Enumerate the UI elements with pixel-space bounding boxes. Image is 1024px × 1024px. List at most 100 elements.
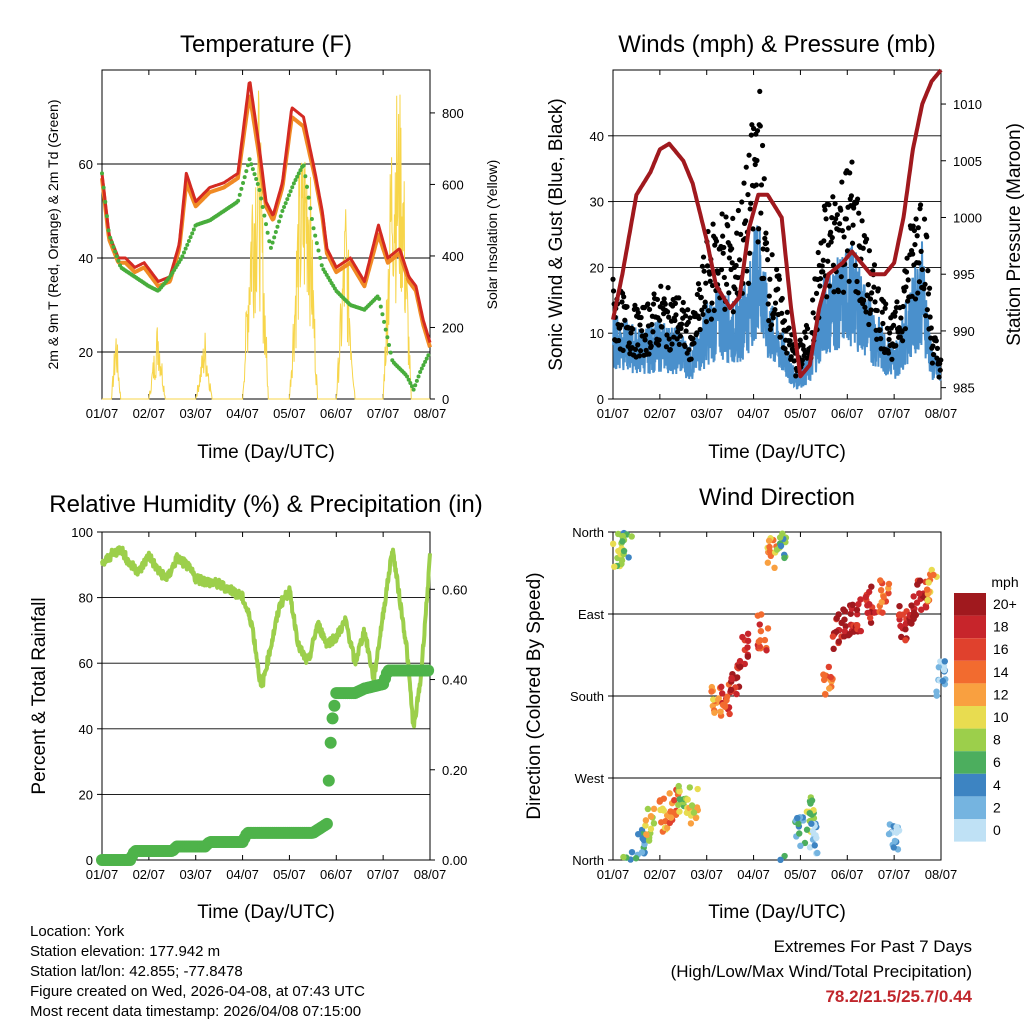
gust-point	[672, 300, 679, 306]
gust-point	[648, 343, 654, 349]
x-axis-label: Time (Day/UTC)	[197, 902, 335, 923]
direction-point	[781, 852, 788, 860]
x-tick-label: 03/07	[179, 406, 212, 421]
extremes-box: Extremes For Past 7 Days (High/Low/Max W…	[671, 934, 972, 1009]
y2-tick-label: 400	[442, 249, 464, 264]
direction-point	[765, 537, 773, 544]
gust-point	[854, 278, 860, 285]
gust-point	[760, 246, 766, 252]
direction-point	[935, 663, 943, 671]
y2-tick-label: 985	[953, 381, 975, 396]
gust-point	[765, 257, 771, 263]
gust-point	[831, 220, 838, 226]
direction-point	[916, 577, 924, 584]
gust-point	[766, 293, 772, 299]
x-tick-label: 05/07	[273, 867, 306, 882]
gust-point	[657, 317, 663, 323]
direction-point	[897, 622, 904, 630]
gust-point	[709, 300, 715, 306]
y-tick-label: 10	[590, 326, 604, 341]
dewpoint-point	[291, 181, 296, 186]
colorbar-level-label: 4	[993, 777, 1001, 793]
gust-point	[776, 276, 783, 282]
gust-point	[650, 301, 657, 307]
dewpoint-point	[255, 181, 260, 186]
station-info: Location: York Station elevation: 177.94…	[30, 922, 365, 1022]
direction-point	[808, 797, 816, 804]
gust-point	[923, 313, 929, 319]
dewpoint-point	[180, 254, 185, 259]
gust-point	[914, 233, 920, 239]
chart-panel-4: Wind Direction Time (Day/UTC) 01/07 02/07 03…	[524, 484, 1019, 923]
x-tick-label: 08/07	[925, 867, 958, 882]
gust-point	[898, 315, 904, 321]
dewpoint-point	[103, 199, 108, 204]
gust-point	[819, 263, 825, 269]
x-tick-label: 04/07	[226, 406, 259, 421]
x-axis-label: Time (Day/UTC)	[708, 902, 846, 923]
direction-point	[781, 554, 788, 562]
colorbar-swatch	[954, 615, 986, 639]
gust-point	[832, 201, 838, 207]
dewpoint-point	[314, 241, 319, 246]
direction-point	[910, 615, 917, 623]
dewpoint-point	[378, 304, 383, 309]
direction-point	[867, 619, 875, 626]
figure-created: Figure created on Wed, 2026-04-08, at 07…	[30, 983, 365, 1000]
gust-point	[710, 221, 716, 227]
dewpoint-point	[178, 257, 183, 262]
y2-tick-label: 0	[442, 392, 449, 407]
colorbar-level-label: 0	[993, 822, 1001, 838]
direction-point	[719, 690, 726, 697]
gust-point	[854, 196, 861, 202]
direction-point	[667, 814, 675, 821]
y-tick-label: 20	[590, 260, 604, 275]
gust-point	[928, 325, 934, 331]
x-tick-label: 06/07	[831, 867, 864, 882]
gust-point	[828, 229, 834, 235]
dewpoint-point	[190, 231, 195, 236]
dewpoint-point	[264, 222, 268, 227]
gust-point	[745, 280, 752, 286]
gust-point	[810, 297, 816, 303]
gust-point	[866, 248, 873, 254]
colorbar-swatch	[954, 728, 986, 752]
station-elevation: Station elevation: 177.942 m	[30, 943, 221, 960]
dewpoint-point	[426, 353, 431, 358]
direction-point	[684, 796, 691, 803]
x-tick-label: 01/07	[86, 406, 119, 421]
gust-point	[711, 307, 717, 314]
gust-point	[930, 351, 937, 358]
direction-point	[715, 696, 722, 703]
gust-point	[829, 235, 835, 241]
gust-point	[721, 244, 727, 251]
colorbar-level-label: 14	[993, 664, 1009, 680]
gust-point	[905, 298, 911, 304]
direction-point	[830, 645, 837, 653]
direction-point	[853, 606, 861, 614]
direction-point	[877, 586, 885, 594]
x-tick-label: 05/07	[784, 867, 817, 882]
direction-point	[813, 834, 820, 842]
gust-point	[844, 248, 851, 254]
y-tick-label: North	[572, 525, 604, 540]
direction-point	[940, 666, 948, 674]
gust-point	[912, 241, 918, 248]
direction-point	[910, 593, 917, 600]
gust-point	[879, 309, 885, 315]
x-tick-label: 07/07	[367, 406, 400, 421]
gust-point	[845, 225, 852, 231]
extremes-title: Extremes For Past 7 Days	[773, 937, 972, 956]
direction-point	[609, 540, 617, 548]
gust-point	[721, 274, 727, 281]
gust-point	[761, 176, 767, 182]
direction-point	[803, 826, 811, 833]
gust-point	[782, 346, 788, 352]
gust-point	[722, 306, 728, 312]
colorbar-level-label: 8	[993, 732, 1001, 748]
y-tick-label: West	[575, 771, 605, 786]
station-location: Location: York	[30, 923, 125, 940]
gust-point	[856, 210, 862, 216]
dewpoint-point	[278, 214, 283, 219]
